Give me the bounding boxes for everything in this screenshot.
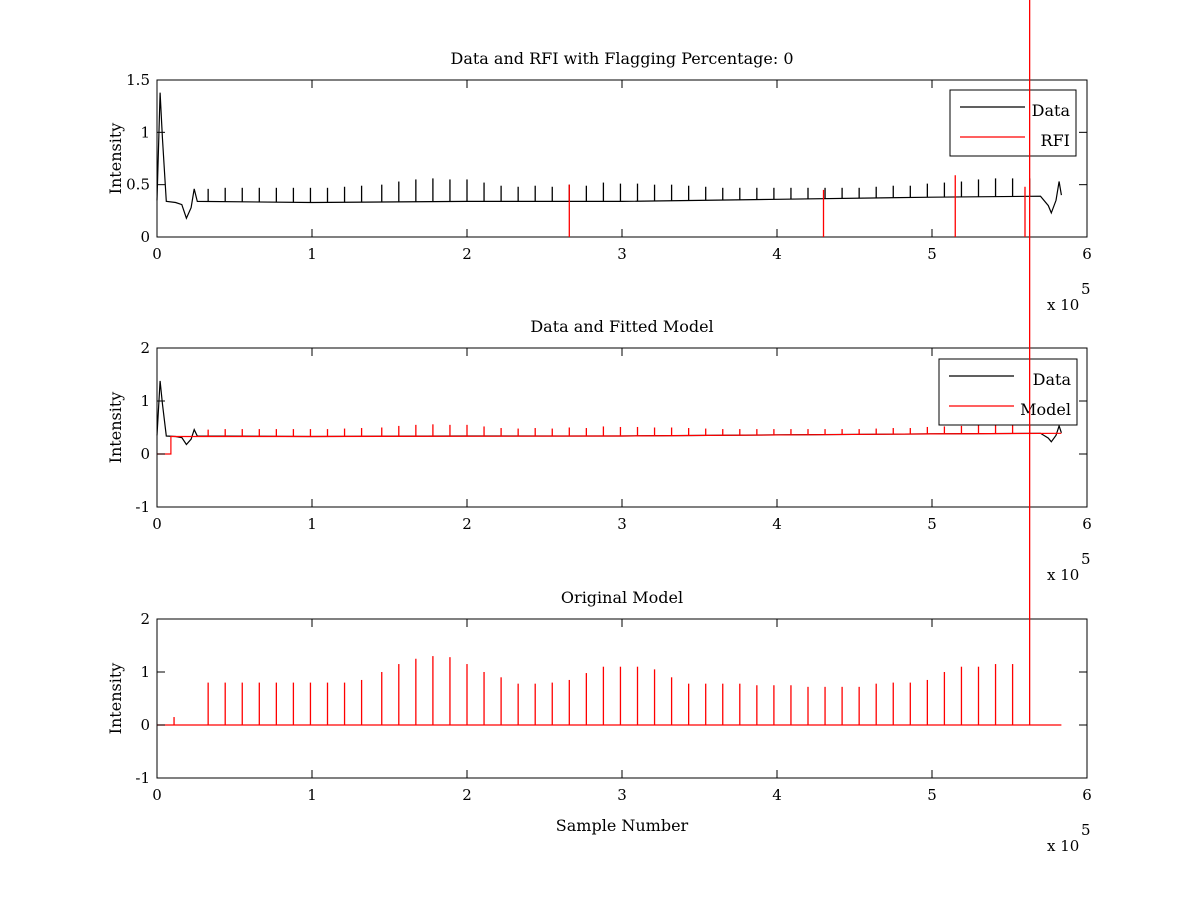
x-exponent-label: x 10 <box>1047 566 1079 584</box>
x-tick-label: 2 <box>462 786 472 804</box>
y-tick-label: 0 <box>140 716 150 734</box>
y-tick-label: -1 <box>135 769 150 787</box>
series-model <box>157 0 1062 726</box>
x-tick-label: 5 <box>927 245 937 263</box>
x-tick-label: 3 <box>617 786 627 804</box>
x-tick-label: 4 <box>772 786 782 804</box>
series-model <box>157 424 1062 455</box>
series-line <box>157 432 1062 455</box>
y-axis-label: Intensity <box>106 123 125 195</box>
legend-entry: Data <box>1032 101 1071 120</box>
x-exponent-label: x 10 <box>1047 837 1079 855</box>
legend-entry: Data <box>1033 370 1072 389</box>
y-tick-label: -1 <box>135 498 150 516</box>
y-tick-label: 0.5 <box>126 176 150 194</box>
x-tick-label: 0 <box>152 786 162 804</box>
y-tick-label: 0 <box>140 228 150 246</box>
x-tick-label: 6 <box>1082 515 1092 533</box>
series-rfi <box>568 175 1026 237</box>
x-exponent: 5 <box>1081 821 1091 839</box>
y-tick-label: 0 <box>140 445 150 463</box>
x-tick-label: 1 <box>307 245 317 263</box>
y-tick-label: 1 <box>140 123 150 141</box>
y-tick-label: 2 <box>140 610 150 628</box>
legend-entry: Model <box>1020 400 1071 419</box>
plot-frame <box>156 618 1088 779</box>
plot-frame <box>156 79 1088 238</box>
x-tick-label: 4 <box>772 515 782 533</box>
x-tick-label: 2 <box>462 245 472 263</box>
legend-entry: RFI <box>1041 131 1070 150</box>
x-tick-label: 1 <box>307 515 317 533</box>
x-tick-label: 5 <box>927 515 937 533</box>
x-tick-label: 3 <box>617 515 627 533</box>
x-tick-label: 5 <box>927 786 937 804</box>
y-tick-label: 2 <box>140 339 150 357</box>
x-tick-label: 3 <box>617 245 627 263</box>
chart-title: Data and RFI with Flagging Percentage: 0 <box>450 49 793 68</box>
chart-title: Original Model <box>561 588 683 607</box>
x-tick-label: 6 <box>1082 245 1092 263</box>
legend-box <box>938 358 1078 426</box>
y-tick-label: 1 <box>140 392 150 410</box>
x-exponent: 5 <box>1081 550 1091 568</box>
series-line <box>156 92 1062 220</box>
x-tick-label: 0 <box>152 245 162 263</box>
y-tick-label: 1.5 <box>126 71 150 89</box>
plot-frame <box>156 347 1088 508</box>
x-exponent: 5 <box>1081 280 1091 298</box>
x-axis-label: Sample Number <box>556 816 689 835</box>
legend-box <box>949 89 1077 157</box>
x-tick-label: 6 <box>1082 786 1092 804</box>
x-tick-label: 4 <box>772 245 782 263</box>
x-tick-label: 0 <box>152 515 162 533</box>
y-axis-label: Intensity <box>106 392 125 464</box>
legend: Data RFI <box>949 89 1077 157</box>
x-exponent-label: x 10 <box>1047 296 1079 314</box>
y-tick-label: 1 <box>140 663 150 681</box>
y-axis-label: Intensity <box>106 663 125 735</box>
x-tick-label: 2 <box>462 515 472 533</box>
chart-title: Data and Fitted Model <box>530 317 713 336</box>
x-tick-label: 1 <box>307 786 317 804</box>
legend: Data Model <box>938 358 1078 426</box>
